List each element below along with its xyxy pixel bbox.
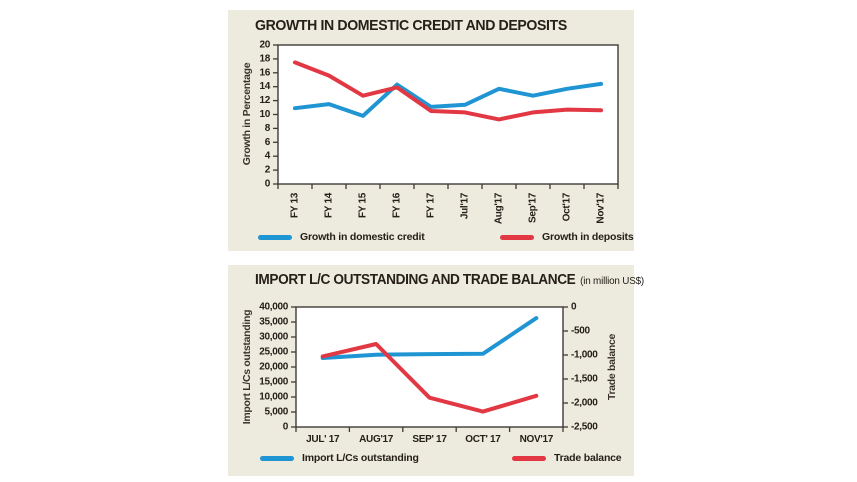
chart-title: GROWTH IN DOMESTIC CREDIT AND DEPOSITS bbox=[255, 17, 567, 34]
y-tick-label: 0 bbox=[283, 422, 289, 433]
legend-swatch-red bbox=[500, 234, 534, 240]
y-tick-label: 15,000 bbox=[259, 377, 289, 388]
y-tick-label: 40,000 bbox=[259, 302, 289, 313]
y-tick-label: 14 bbox=[259, 81, 270, 92]
y-tick-label-right: -2,000 bbox=[571, 398, 598, 409]
x-tick-label: FY 13 bbox=[290, 192, 301, 218]
y-tick-label: 0 bbox=[265, 179, 271, 190]
y-tick-label: 30,000 bbox=[259, 332, 289, 343]
legend-label: Growth in deposits bbox=[542, 231, 634, 243]
y-tick-label: 25,000 bbox=[259, 347, 289, 358]
x-tick-label: FY 16 bbox=[392, 192, 403, 218]
y-tick-label: 6 bbox=[265, 137, 271, 148]
x-tick-label: Sep'17 bbox=[528, 192, 539, 223]
panel-credit-deposits-chart: GROWTH IN DOMESTIC CREDIT AND DEPOSITS 2… bbox=[228, 10, 634, 251]
y-tick-label-right: -1,000 bbox=[571, 350, 598, 361]
import-lc-trade-line-chart: 40,000 35,000 30,000 25,000 20,000 15,000 10,0… bbox=[259, 302, 598, 446]
legend-swatch-blue bbox=[260, 455, 294, 461]
x-tick-label: SEP' 17 bbox=[412, 434, 447, 445]
y-tick-label: 35,000 bbox=[259, 317, 289, 328]
chart-title-row: IMPORT L/C OUTSTANDING AND TRADE BALANCE… bbox=[255, 272, 644, 288]
y-axis-title-left: Import L/Cs outstanding bbox=[241, 309, 253, 425]
x-tick-label: FY 14 bbox=[324, 192, 335, 218]
y-axis-title: Growth in Percentage bbox=[241, 62, 253, 166]
series-line-0 bbox=[293, 81, 603, 118]
x-tick-label: FY 15 bbox=[358, 192, 369, 218]
legend-label: Import L/Cs outstanding bbox=[302, 452, 419, 464]
y-tick-label: 20 bbox=[259, 40, 270, 51]
x-tick-label: FY 17 bbox=[426, 192, 437, 218]
x-tick-label: NOV'17 bbox=[520, 434, 554, 445]
plot-area bbox=[277, 44, 619, 185]
series-line-0 bbox=[320, 316, 539, 360]
chart-title-row: GROWTH IN DOMESTIC CREDIT AND DEPOSITS bbox=[255, 17, 567, 34]
chart-subtitle: (in million US$) bbox=[580, 275, 644, 287]
y-tick-label: 2 bbox=[265, 165, 271, 176]
y-tick-label: 8 bbox=[265, 123, 271, 134]
y-tick-label: 16 bbox=[259, 67, 270, 78]
panel-import-lc-trade-chart: IMPORT L/C OUTSTANDING AND TRADE BALANCE… bbox=[228, 265, 644, 476]
y-tick-label-right: -500 bbox=[571, 326, 591, 337]
legend-label: Growth in domestic credit bbox=[300, 231, 425, 243]
x-tick-label: Oct'17 bbox=[562, 192, 573, 221]
x-tick-label: Aug'17 bbox=[494, 192, 505, 224]
y-tick-label: 5,000 bbox=[264, 407, 288, 418]
legend-label: Trade balance bbox=[554, 452, 622, 464]
y-tick-label: 10 bbox=[259, 109, 270, 120]
legend-item-import-lc: Import L/Cs outstanding bbox=[260, 452, 419, 464]
y-tick-label: 12 bbox=[259, 95, 270, 106]
x-tick-label: OCT' 17 bbox=[465, 434, 501, 445]
series-line-1 bbox=[293, 60, 603, 122]
y-tick-label: 20,000 bbox=[259, 362, 289, 373]
x-tick-label: JUL' 17 bbox=[306, 434, 340, 445]
legend-item-trade-balance: Trade balance bbox=[512, 452, 622, 464]
y-tick-label: 10,000 bbox=[259, 392, 289, 403]
x-tick-label: Nov'17 bbox=[596, 192, 607, 223]
legend-swatch-blue bbox=[258, 234, 292, 240]
legend-item-deposits: Growth in deposits bbox=[500, 231, 634, 243]
legend-swatch-red bbox=[512, 455, 546, 461]
series-line-1 bbox=[320, 342, 539, 414]
y-tick-label-right: -2,500 bbox=[571, 422, 598, 433]
legend-item-domestic-credit: Growth in domestic credit bbox=[258, 231, 425, 243]
chart-title: IMPORT L/C OUTSTANDING AND TRADE BALANCE bbox=[255, 272, 576, 288]
x-tick-label: AUG'17 bbox=[359, 434, 394, 445]
y-tick-label: 18 bbox=[259, 53, 270, 64]
y-tick-label-right: 0 bbox=[571, 302, 577, 313]
y-tick-label: 4 bbox=[265, 151, 271, 162]
y-tick-label-right: -1,500 bbox=[571, 374, 598, 385]
plot-area bbox=[295, 306, 564, 428]
y-axis-title-right: Trade balance bbox=[606, 333, 618, 401]
x-tick-label: Jul'17 bbox=[460, 192, 471, 219]
